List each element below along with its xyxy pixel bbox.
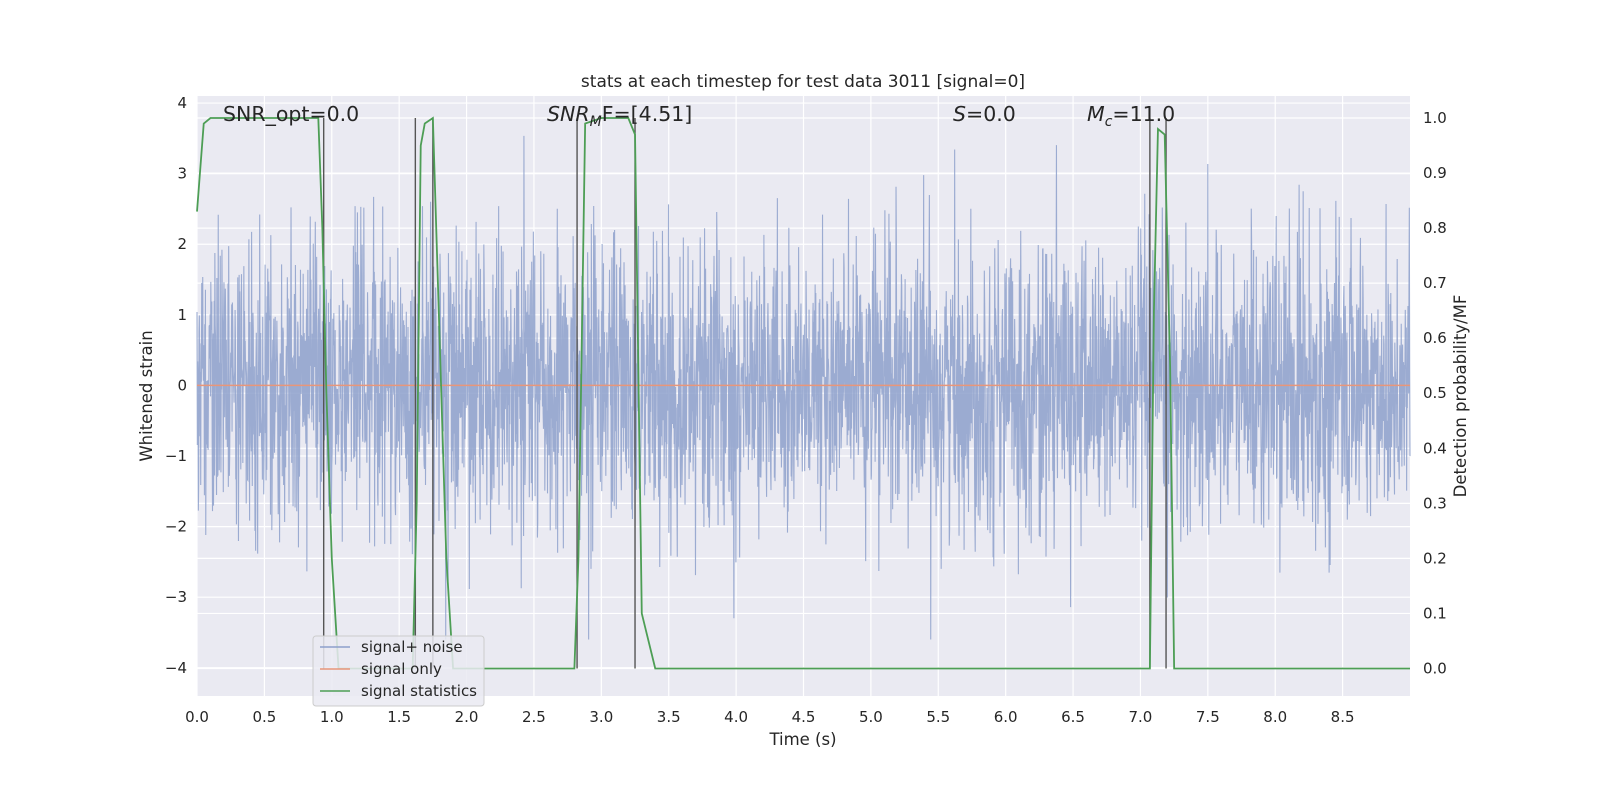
y2-tick-label: 0.6	[1423, 329, 1447, 347]
y2-axis-label: Detection probability/MF	[1451, 295, 1470, 498]
x-axis-label: Time (s)	[768, 730, 836, 749]
noise-line	[196, 135, 1411, 640]
annotation-snr-opt: SNR_opt=0.0	[223, 102, 359, 127]
x-tick-label: 7.0	[1129, 708, 1153, 726]
legend-box	[312, 635, 485, 707]
annotations: SNR_opt=0.0 SNRMF=[4.51] S=0.0 Mc=11.0	[223, 102, 1175, 130]
y-tick-label: 3	[177, 165, 187, 183]
y2-tick-label: 1.0	[1423, 109, 1447, 127]
y-tick-label: −3	[165, 588, 187, 606]
x-tick-label: 8.0	[1263, 708, 1287, 726]
y2-tick-label: 0.4	[1423, 439, 1447, 457]
y2-tick-label: 0.9	[1423, 164, 1447, 182]
x-tick-label: 3.5	[657, 708, 681, 726]
x-tick-label: 2.5	[522, 708, 546, 726]
signal-statistics-line	[196, 116, 1410, 670]
x-tick-label: 0.0	[185, 708, 209, 726]
y-tick-label: 2	[177, 235, 187, 253]
y2-tick-label: 0.3	[1423, 494, 1447, 512]
x-tick-label: 3.0	[589, 708, 613, 726]
y2-tick-label: 0.5	[1423, 384, 1447, 402]
x-tick-label: 1.0	[320, 708, 344, 726]
annotation-snr-mf: SNRMF=[4.51]	[547, 102, 692, 130]
legend-label-stats: signal statistics	[361, 682, 477, 700]
chart-title: stats at each timestep for test data 301…	[581, 72, 1025, 92]
annotation-s: S=0.0	[953, 102, 1016, 126]
noise-series	[196, 135, 1411, 640]
x-tick-label: 6.5	[1061, 708, 1085, 726]
x-tick-label: 4.0	[724, 708, 748, 726]
y-tick-label: −1	[165, 447, 187, 465]
y2-axis-ticks: 1.0 0.9 0.8 0.7 0.6 0.5 0.4 0.3 0.2 0.1 0.0	[1423, 109, 1447, 677]
y2-tick-label: 0.8	[1423, 219, 1447, 237]
legend-label-signal: signal only	[361, 660, 442, 678]
x-tick-label: 7.5	[1196, 708, 1220, 726]
y-tick-label: 4	[177, 94, 187, 112]
y2-tick-label: 0.0	[1423, 659, 1447, 677]
y-tick-label: 0	[177, 376, 187, 394]
x-tick-label: 4.5	[792, 708, 816, 726]
x-tick-label: 5.0	[859, 708, 883, 726]
signal-statistics-series	[196, 116, 1410, 670]
legend: signal+ noise signal only signal statist…	[312, 635, 485, 707]
annotation-mc: Mc=11.0	[1087, 102, 1175, 130]
x-tick-label: 8.5	[1331, 708, 1355, 726]
y-tick-label: −2	[165, 518, 187, 536]
y-tick-label: −4	[165, 659, 187, 677]
x-axis-ticks: 0.0 0.5 1.0 1.5 2.0 2.5 3.0 3.5 4.0 4.5 5.0 5.5 6.0 6…	[185, 708, 1354, 726]
y2-tick-label: 0.2	[1423, 549, 1447, 567]
x-tick-label: 6.0	[994, 708, 1018, 726]
legend-label-noise: signal+ noise	[361, 638, 463, 656]
y-tick-label: 1	[177, 306, 187, 324]
y2-tick-label: 0.1	[1423, 604, 1447, 622]
x-tick-label: 2.0	[455, 708, 479, 726]
y-axis-label: Whitened strain	[137, 330, 156, 461]
x-tick-label: 0.5	[252, 708, 276, 726]
x-tick-label: 1.5	[387, 708, 411, 726]
y-axis-ticks: 4 3 2 1 0 −1 −2 −3 −4	[165, 94, 187, 677]
x-tick-label: 5.5	[926, 708, 950, 726]
y2-tick-label: 0.7	[1423, 274, 1447, 292]
